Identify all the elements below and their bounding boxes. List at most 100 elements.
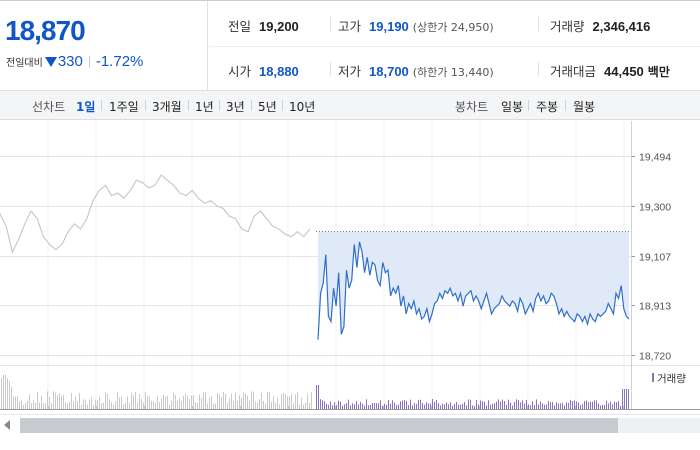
volume-bar: [340, 401, 341, 409]
volume-bar: [15, 396, 16, 409]
range-10y[interactable]: 10년: [289, 100, 316, 114]
volume-bar: [618, 401, 619, 409]
volume-bar: [364, 405, 365, 409]
volume-bar: [161, 398, 162, 409]
volume-bar: [25, 403, 26, 409]
volume-bar: [482, 401, 483, 409]
volume-bar: [458, 404, 459, 409]
volume-bar: [145, 392, 146, 409]
volume-bar: [73, 401, 74, 409]
range-5y[interactable]: 5년: [258, 100, 277, 114]
range-1w[interactable]: 1주일: [109, 100, 139, 114]
volume-bar: [360, 401, 361, 409]
volume-bar: [566, 402, 567, 409]
chart-toolbar: 선차트 1일 1주일 3개월 1년 3년 5년 10년 봉차트 일봉 주봉 월봉: [0, 91, 700, 120]
volume-bar: [596, 400, 597, 409]
volume-bar: [428, 403, 429, 409]
series-area-today: [318, 231, 629, 340]
volume-bar: [205, 392, 206, 409]
volume-bar: [354, 404, 355, 409]
volume-bar: [289, 396, 290, 409]
volume-bar: [157, 396, 158, 409]
y-tick-label: 19,300: [639, 202, 671, 214]
volume-bar: [121, 396, 122, 409]
volume-bar: [416, 403, 417, 409]
volume-bar: [207, 403, 208, 409]
volume-bar: [57, 394, 58, 409]
volume-bar: [322, 400, 323, 409]
stock-summary: 18,870 전일대비 330 -1.72% 전일 19,200 고가 19,1…: [0, 0, 700, 91]
volume-bar: [572, 400, 573, 409]
volume-bar: [620, 405, 621, 409]
volume-bar: [115, 401, 116, 409]
volume-bar: [183, 395, 184, 409]
volume-bar: [309, 403, 310, 409]
volume-bar: [103, 402, 104, 409]
price-chart[interactable]: 19,494 19,300 19,107 18,913 18,720 거래량: [0, 121, 700, 410]
volume-bar: [326, 403, 327, 409]
volume-bar: [271, 401, 272, 409]
volume-bar: [530, 405, 531, 409]
volume-bar: [436, 399, 437, 409]
volume-bar: [432, 399, 433, 409]
volume-bar: [99, 396, 100, 409]
volume-bar: [438, 403, 439, 409]
volume-bar: [388, 399, 389, 409]
volume-bar: [179, 398, 180, 409]
volume-bar: [189, 399, 190, 409]
range-divider: [251, 100, 252, 111]
volume-bar: [420, 399, 421, 409]
volume-bar: [494, 403, 495, 409]
volume-bar: [195, 402, 196, 409]
high-value: 19,190: [369, 19, 409, 34]
chart-scrollbar[interactable]: [0, 414, 700, 436]
volume-bar: [604, 405, 605, 409]
change-value: 330: [57, 53, 83, 70]
volume-bar: [476, 399, 477, 409]
volume-bar: [614, 401, 615, 409]
volume-bar: [119, 397, 120, 409]
scroll-thumb[interactable]: [20, 418, 618, 433]
volume-bar: [71, 393, 72, 409]
range-3y[interactable]: 3년: [226, 100, 245, 114]
volume-bar: [111, 402, 112, 409]
volume-bar: [454, 403, 455, 409]
volume-bar: [283, 392, 284, 409]
volume-bar: [129, 402, 130, 409]
volume-bar: [548, 401, 549, 409]
scroll-left-icon[interactable]: [4, 420, 10, 430]
volume-bar: [89, 399, 90, 409]
volume-bar: [247, 395, 248, 409]
scroll-track[interactable]: [20, 418, 700, 433]
volume-bar: [117, 392, 118, 409]
volume-bar: [185, 393, 186, 409]
range-1y[interactable]: 1년: [195, 100, 214, 114]
volume-bar: [542, 403, 543, 409]
volume-bar: [600, 405, 601, 409]
volume-bar: [380, 400, 381, 409]
volume-bar: [19, 401, 20, 409]
range-3m[interactable]: 3개월: [152, 100, 182, 114]
volume-bar: [149, 396, 150, 409]
candle-daily[interactable]: 일봉: [501, 100, 524, 114]
volume-bar: [167, 395, 168, 409]
volume-bar: [414, 403, 415, 409]
candle-weekly[interactable]: 주봉: [536, 100, 559, 114]
range-1d[interactable]: 1일: [76, 100, 96, 114]
volume-bar: [426, 402, 427, 409]
volume-bar: [77, 401, 78, 409]
volume-bar: [33, 400, 34, 409]
trade-value-stat: 거래대금 44,450 백만: [550, 61, 670, 80]
volume-bar: [253, 391, 254, 409]
volume-bar: [622, 389, 623, 409]
volume-bar: [448, 404, 449, 409]
volume-bar: [486, 405, 487, 409]
column-divider: [538, 62, 539, 76]
volume-bar: [29, 394, 30, 409]
volume-bar: [261, 392, 262, 409]
volume-bar: [147, 396, 148, 409]
volume-bar: [81, 404, 82, 409]
volume-bar: [626, 389, 627, 409]
candle-monthly[interactable]: 월봉: [573, 100, 596, 114]
volume-bar: [235, 392, 236, 409]
